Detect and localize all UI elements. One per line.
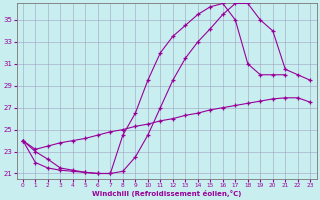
X-axis label: Windchill (Refroidissement éolien,°C): Windchill (Refroidissement éolien,°C) (92, 190, 241, 197)
